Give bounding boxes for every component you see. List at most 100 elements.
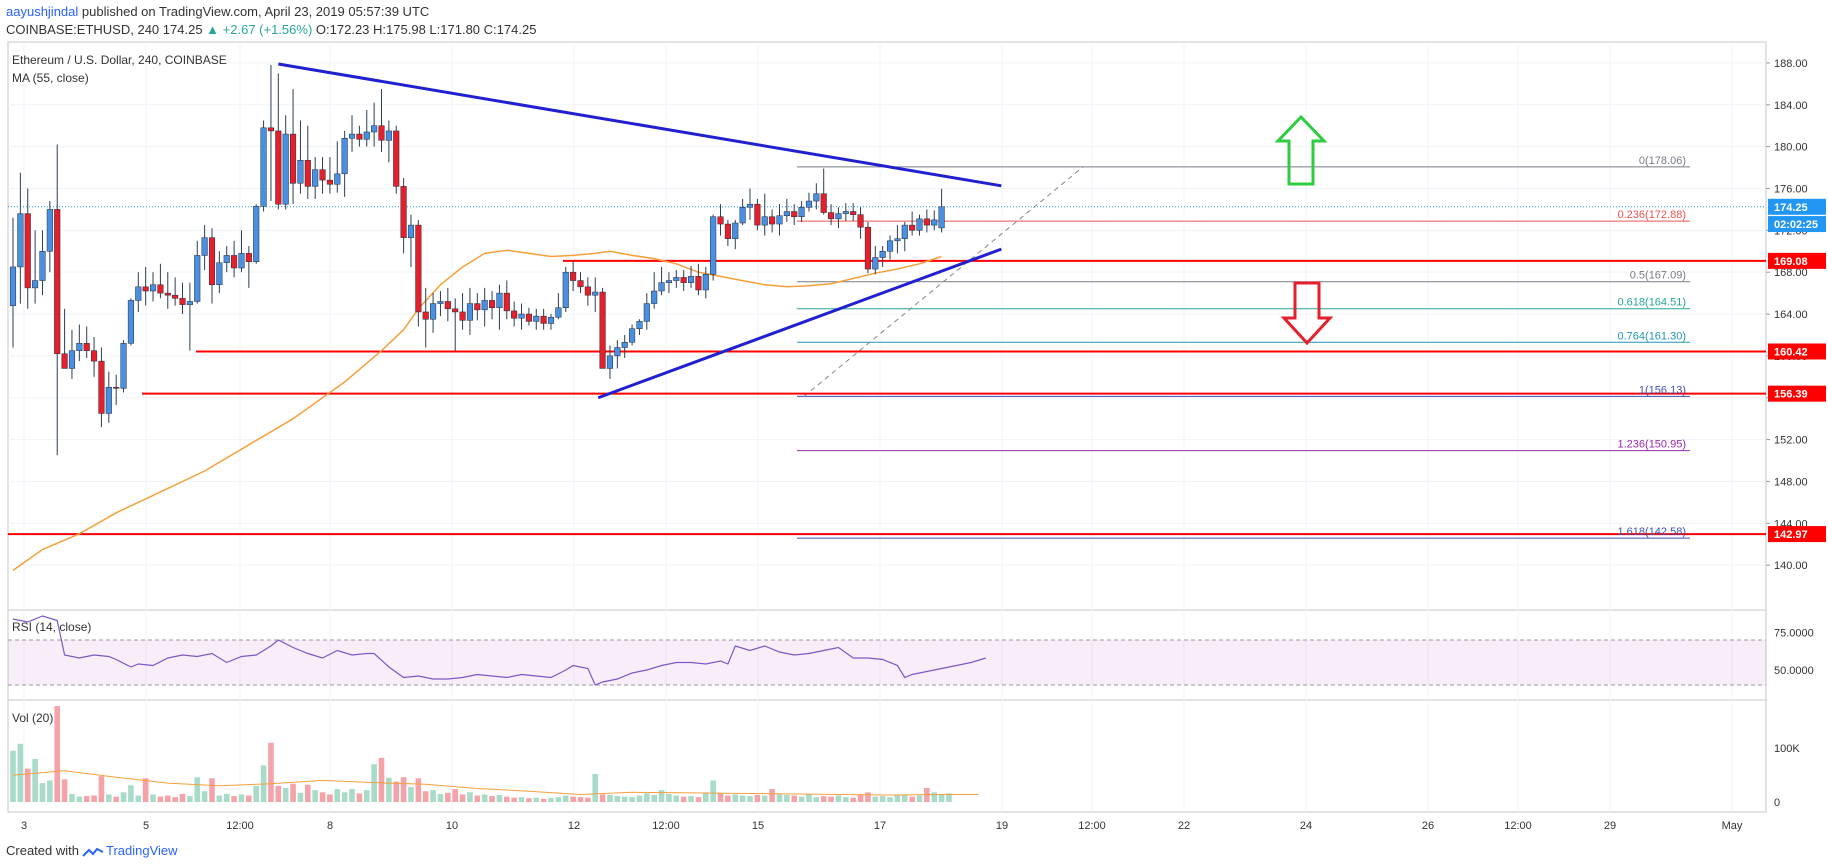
high-value: 175.98 (386, 22, 426, 37)
volume-bar (725, 795, 731, 802)
volume-bar (91, 795, 97, 802)
candle-body (371, 125, 378, 133)
support-trendline (597, 247, 1002, 400)
volume-bar (445, 792, 451, 802)
volume-bar (39, 783, 46, 802)
candle-body (584, 286, 591, 296)
volume-bar (879, 796, 886, 802)
volume-bar (297, 792, 304, 802)
candle-body (570, 271, 577, 281)
rsi-band (8, 640, 1766, 685)
price-tag-label: 02:02:25 (1774, 219, 1818, 231)
volume-bar (673, 795, 680, 802)
candle-body (437, 301, 444, 304)
tradingview-link[interactable]: TradingView (105, 843, 178, 858)
volume-bar (761, 795, 768, 802)
volume-bar (599, 794, 606, 802)
x-tick-label: 17 (874, 820, 886, 832)
volume-bar (150, 794, 156, 802)
candle-body (61, 353, 68, 369)
price-tag (1768, 198, 1826, 215)
candle-body (835, 213, 842, 220)
candle-body (842, 211, 849, 214)
candle-body (923, 218, 930, 226)
candle-body (636, 321, 643, 329)
candle-body (658, 282, 665, 292)
volume-bar (688, 796, 694, 802)
candle-body (267, 127, 274, 132)
volume-bar (422, 791, 429, 802)
volume-bar (253, 785, 260, 802)
candle-body (481, 300, 488, 311)
volume-bar (415, 778, 422, 802)
volume-bar (481, 794, 488, 802)
volume-bar (223, 793, 230, 802)
candle-body (621, 342, 628, 348)
fib-level-label: 0.764(161.30) (1618, 330, 1687, 342)
candle-body (304, 159, 311, 187)
volume-tick-label: 0 (1774, 797, 1780, 809)
volume-bar (629, 797, 635, 802)
volume-bar (562, 795, 569, 802)
candle-body (791, 211, 798, 217)
candle-body (533, 315, 540, 322)
volume-bar (592, 773, 599, 802)
volume-bar (909, 796, 915, 802)
candle-body (525, 313, 532, 322)
candle-body (422, 311, 429, 320)
candle-body (489, 300, 496, 309)
volume-bar (901, 794, 908, 802)
volume-bar (32, 758, 38, 802)
volume-bar (312, 790, 318, 802)
volume-bar (702, 792, 709, 802)
candle-body (186, 301, 193, 305)
candle-body (850, 211, 857, 215)
candle-body (894, 238, 901, 242)
volume-bar (363, 790, 370, 802)
volume-bar (209, 778, 215, 802)
candle-body (754, 203, 761, 226)
volume-bar (496, 794, 503, 802)
candle-body (24, 213, 31, 289)
volume-bar (305, 784, 311, 802)
candle-body (157, 284, 164, 294)
volume-bar (83, 796, 90, 802)
volume-bar (319, 792, 326, 802)
candle-body (430, 303, 437, 320)
ma55-line (12, 249, 942, 572)
volume-bar (666, 793, 672, 802)
tradingview-logo-icon (82, 847, 104, 857)
price-tag (1768, 216, 1826, 233)
candle-body (828, 212, 835, 220)
candle-body (407, 224, 415, 238)
candle-body (46, 209, 53, 252)
last-price: 174.25 (162, 22, 203, 37)
y-tick-label: 168.00 (1774, 267, 1808, 279)
author-link[interactable]: aayushjindal (6, 4, 79, 19)
y-tick-label: 164.00 (1774, 309, 1808, 321)
candle-body (216, 262, 223, 285)
candle-body (805, 200, 813, 208)
volume-bar (828, 796, 834, 802)
candle-body (341, 138, 348, 175)
candle-body (113, 387, 120, 389)
volume-bar (378, 757, 385, 802)
volume-bar (408, 786, 414, 802)
candle-body (98, 360, 105, 414)
candle-body (909, 224, 916, 231)
volume-bar (658, 790, 665, 802)
rsi-indicator-label: RSI (14, close) (12, 620, 91, 634)
plot-frame (7, 41, 1767, 813)
volume-bar (938, 794, 945, 802)
candle-body (687, 276, 695, 283)
candle-body (879, 251, 886, 258)
candle-body (547, 316, 555, 324)
candle-body (783, 211, 790, 216)
candle-body (629, 328, 636, 343)
volume-bar (732, 794, 739, 802)
candle-body (319, 169, 326, 181)
candle-body (857, 214, 864, 228)
candle-body (466, 303, 473, 321)
symbol: COINBASE:ETHUSD, 240 (6, 22, 160, 37)
